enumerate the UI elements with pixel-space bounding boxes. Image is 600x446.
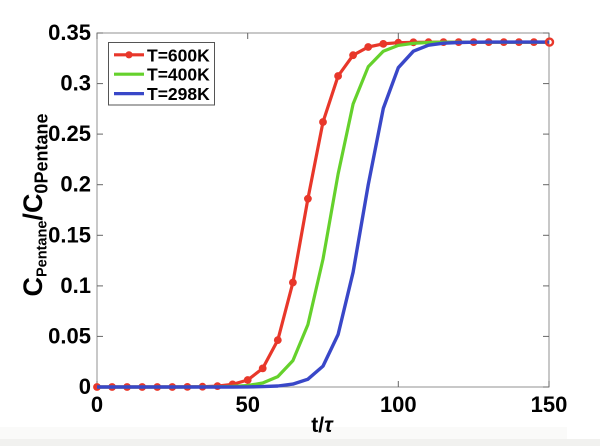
svg-text:100: 100: [380, 392, 417, 417]
svg-text:0.2: 0.2: [60, 172, 91, 197]
svg-text:0.25: 0.25: [48, 121, 91, 146]
svg-text:50: 50: [235, 392, 259, 417]
svg-text:0.15: 0.15: [48, 222, 91, 247]
svg-text:t/τ: t/τ: [311, 414, 334, 437]
svg-text:0.05: 0.05: [48, 323, 91, 348]
svg-text:T=600K: T=600K: [147, 45, 210, 65]
svg-text:150: 150: [531, 392, 568, 417]
svg-text:0.1: 0.1: [60, 273, 91, 298]
svg-text:0.3: 0.3: [60, 71, 91, 96]
svg-text:0: 0: [91, 392, 103, 417]
svg-text:0: 0: [79, 374, 91, 399]
svg-text:T=400K: T=400K: [147, 65, 210, 85]
svg-text:T=298K: T=298K: [147, 84, 210, 104]
svg-text:0.35: 0.35: [48, 20, 91, 45]
